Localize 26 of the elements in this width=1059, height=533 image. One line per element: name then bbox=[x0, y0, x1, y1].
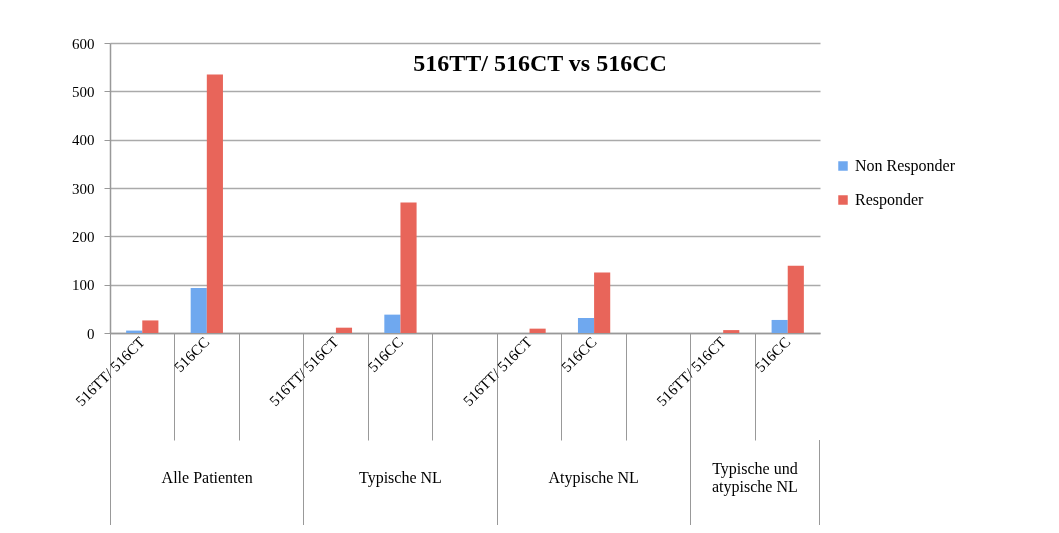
bar bbox=[335, 327, 353, 333]
y-tick-label: 300 bbox=[72, 180, 95, 197]
text: Typische und atypische NL bbox=[689, 440, 820, 525]
bar bbox=[206, 74, 223, 333]
text: Alle Patienten bbox=[110, 440, 304, 525]
y-tick-label: 600 bbox=[72, 35, 95, 52]
bar bbox=[190, 288, 207, 333]
bar bbox=[594, 272, 611, 333]
bar bbox=[400, 202, 417, 333]
legend-label: Non Responder bbox=[855, 157, 956, 175]
bar bbox=[529, 328, 546, 333]
bar bbox=[142, 320, 159, 333]
legend-label: Responder bbox=[855, 191, 925, 209]
bar bbox=[787, 265, 804, 333]
y-tick-label: 500 bbox=[72, 83, 95, 100]
bar bbox=[723, 330, 740, 333]
bar bbox=[771, 319, 788, 333]
y-tick-label: 0 bbox=[87, 325, 95, 342]
text: Atypische NL bbox=[496, 440, 690, 525]
bar bbox=[577, 318, 595, 333]
y-tick-label: 100 bbox=[72, 277, 95, 294]
chart-title: 516TT/ 516CT vs 516CC bbox=[413, 50, 667, 76]
bar bbox=[384, 314, 401, 333]
y-tick-label: 400 bbox=[72, 132, 95, 149]
text: Typische NL bbox=[303, 440, 497, 525]
y-tick-label: 200 bbox=[72, 228, 95, 245]
